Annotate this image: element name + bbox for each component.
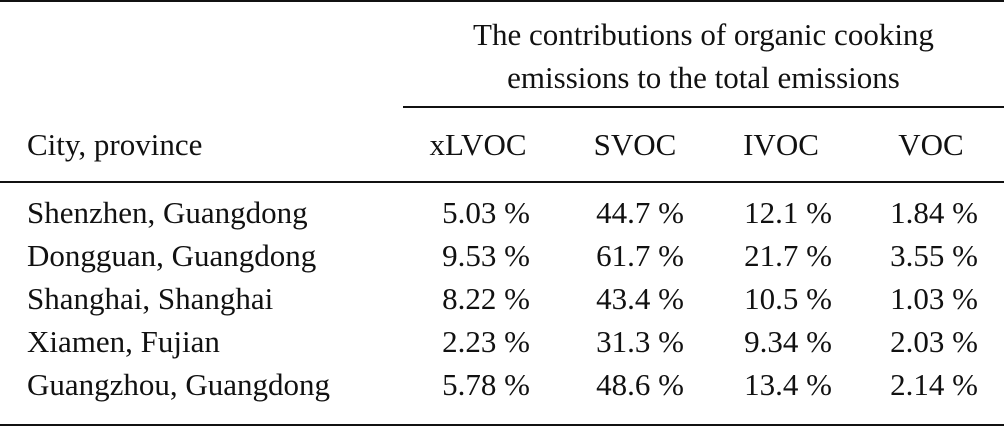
value-cell-voc: 1.03 % [890, 281, 978, 316]
city-cell: Shanghai, Shanghai [27, 281, 274, 316]
value-cell-ivoc: 21.7 % [744, 238, 832, 273]
value-cell-svoc: 44.7 % [596, 195, 684, 230]
value-cell-xlvoc: 8.22 % [442, 281, 530, 316]
value-cell-voc: 3.55 % [890, 238, 978, 273]
group-header-line-2: emissions to the total emissions [507, 60, 900, 95]
header-rule [0, 181, 1004, 183]
value-cell-ivoc: 10.5 % [744, 281, 832, 316]
row-header-city: City, province [27, 127, 203, 162]
value-cell-svoc: 31.3 % [596, 324, 684, 359]
top-rule [0, 0, 1004, 2]
value-cell-svoc: 43.4 % [596, 281, 684, 316]
group-header-rule [403, 106, 1004, 108]
value-cell-xlvoc: 9.53 % [442, 238, 530, 273]
value-cell-ivoc: 13.4 % [744, 367, 832, 402]
value-cell-ivoc: 9.34 % [744, 324, 832, 359]
value-cell-ivoc: 12.1 % [744, 195, 832, 230]
column-header-xlvoc: xLVOC [429, 127, 527, 162]
column-header-svoc: SVOC [593, 127, 677, 162]
group-header-line-1: The contributions of organic cooking [473, 17, 934, 52]
city-cell: Dongguan, Guangdong [27, 238, 317, 273]
value-cell-xlvoc: 5.03 % [442, 195, 530, 230]
value-cell-voc: 2.14 % [890, 367, 978, 402]
column-header-voc: VOC [898, 127, 964, 162]
value-cell-svoc: 61.7 % [596, 238, 684, 273]
city-cell: Guangzhou, Guangdong [27, 367, 331, 402]
value-cell-xlvoc: 5.78 % [442, 367, 530, 402]
column-header-ivoc: IVOC [743, 127, 819, 162]
value-cell-xlvoc: 2.23 % [442, 324, 530, 359]
value-cell-voc: 2.03 % [890, 324, 978, 359]
city-cell: Shenzhen, Guangdong [27, 195, 308, 230]
city-cell: Xiamen, Fujian [27, 324, 220, 359]
bottom-rule [0, 424, 1004, 426]
value-cell-voc: 1.84 % [890, 195, 978, 230]
value-cell-svoc: 48.6 % [596, 367, 684, 402]
